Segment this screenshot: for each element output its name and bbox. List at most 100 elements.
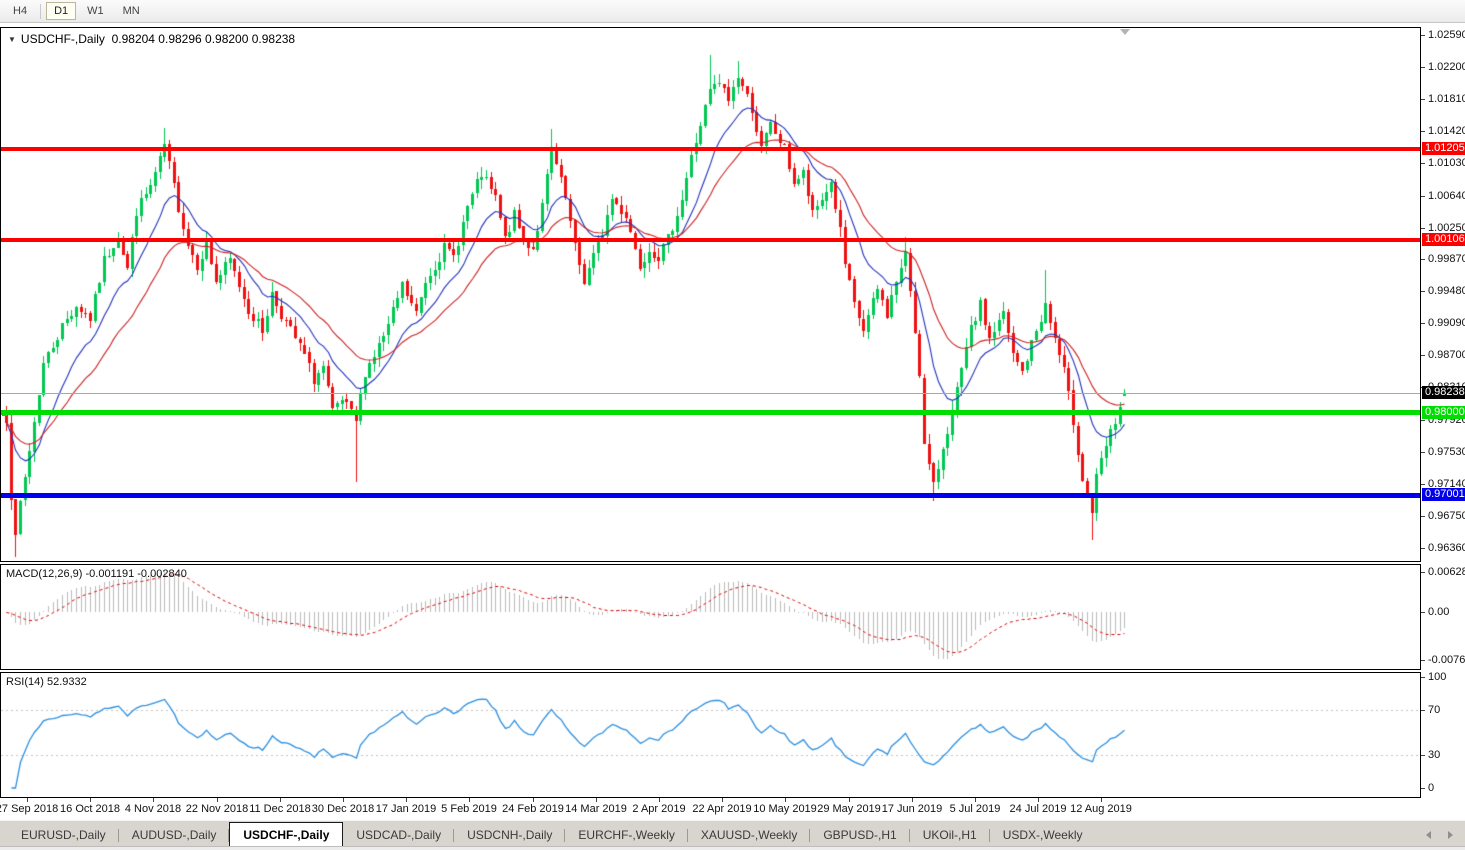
price-level-line[interactable]	[1, 410, 1420, 415]
date-axis-tick	[406, 798, 407, 802]
chart-shift-marker-icon[interactable]	[1120, 29, 1130, 35]
price-axis-tick	[1421, 355, 1425, 356]
chart-title-quote: 0.98204 0.98296 0.98200 0.98238	[111, 32, 296, 46]
price-axis-label: 0.97530	[1428, 446, 1465, 458]
macd-pane-frame	[0, 564, 1421, 670]
price-axis-label: 0.99480	[1428, 285, 1465, 297]
rsi-axis-label: 0	[1428, 782, 1435, 794]
chart-tab-usdcad-daily[interactable]: USDCAD-,Daily	[343, 825, 454, 846]
chart-tab-ukoil-h1[interactable]: UKOil-,H1	[910, 825, 990, 846]
macd-axis-label: -0.00762	[1428, 654, 1465, 666]
date-axis-tick	[975, 798, 976, 802]
rsi-indicator-canvas[interactable]	[1, 673, 1420, 797]
price-axis-tick	[1421, 420, 1425, 421]
macd-indicator-canvas[interactable]	[1, 565, 1420, 669]
chart-tab-eurchf-weekly[interactable]: EURCHF-,Weekly	[565, 825, 689, 846]
date-axis-tick	[469, 798, 470, 802]
price-level-line[interactable]	[1, 493, 1420, 498]
macd-axis-tick	[1421, 572, 1425, 573]
price-axis-label: 1.01810	[1428, 93, 1465, 105]
price-axis-label: 0.96360	[1428, 542, 1465, 554]
rsi-label-name: RSI(14)	[6, 676, 44, 688]
price-axis-tick	[1421, 163, 1425, 164]
price-axis-value-label: 0.97001	[1422, 488, 1465, 501]
price-axis-tick	[1421, 452, 1425, 453]
timeframe-toolbar: H4 D1 W1 MN	[0, 0, 1465, 23]
date-axis-label: 24 Feb 2019	[502, 803, 564, 815]
date-axis-tick	[1101, 798, 1102, 802]
chart-tab-gbpusd-h1[interactable]: GBPUSD-,H1	[810, 825, 911, 846]
date-axis-label: 17 Jan 2019	[375, 803, 437, 815]
price-axis-label: 1.01420	[1428, 125, 1465, 137]
date-axis-tick	[343, 798, 344, 802]
chart-tab-audusd-daily[interactable]: AUDUSD-,Daily	[119, 825, 230, 846]
date-axis-label: 2 Apr 2019	[632, 803, 686, 815]
date-axis-tick	[1038, 798, 1039, 802]
price-level-line[interactable]	[1, 238, 1420, 242]
macd-axis-label: 0.00	[1428, 606, 1450, 618]
chart-tab-usdx-weekly[interactable]: USDX-,Weekly	[1002, 828, 1083, 842]
chart-tab-xauusd-weekly[interactable]: XAUUSD-,Weekly	[688, 825, 811, 846]
chart-title-symbol: USDCHF-,Daily	[20, 32, 105, 46]
date-axis-tick	[722, 798, 723, 802]
rsi-axis-tick	[1421, 755, 1425, 756]
macd-axis-tick	[1421, 612, 1425, 613]
price-axis-tick	[1421, 259, 1425, 260]
price-axis-label: 0.99090	[1428, 317, 1465, 329]
chart-tab-usdchf-daily[interactable]: USDCHF-,Daily	[229, 822, 344, 846]
rsi-axis-tick	[1421, 788, 1425, 789]
date-axis-tick	[849, 798, 850, 802]
price-axis-label: 1.00640	[1428, 190, 1465, 202]
date-axis-tick	[153, 798, 154, 802]
tab-scroll-left-button[interactable]	[1420, 828, 1436, 841]
chart-tab-bar: EURUSD-,Daily AUDUSD-,Daily USDCHF-,Daily U…	[0, 820, 1465, 846]
price-axis-tick	[1421, 323, 1425, 324]
price-axis-label: 0.97140	[1428, 478, 1465, 490]
rsi-axis-label: 100	[1428, 671, 1447, 683]
date-axis-label: 4 Nov 2018	[124, 803, 182, 815]
chart-tab-usdcnh-daily[interactable]: USDCNH-,Daily	[454, 825, 566, 846]
price-level-line[interactable]	[1, 147, 1420, 151]
chart-menu-triangle-icon[interactable]: ▼	[8, 35, 16, 44]
price-axis-label: 0.98700	[1428, 349, 1465, 361]
date-axis-label: 24 Jul 2019	[1009, 803, 1067, 815]
price-axis-value-label: 0.98238	[1422, 386, 1465, 399]
rsi-axis-label: 70	[1428, 704, 1441, 716]
macd-label-values: -0.001191 -0.002840	[85, 568, 187, 580]
rsi-axis-tick	[1421, 710, 1425, 711]
price-axis-tick	[1421, 228, 1425, 229]
line-selection-handle[interactable]	[2, 411, 7, 416]
date-axis-tick	[217, 798, 218, 802]
timeframe-button-w1[interactable]: W1	[87, 5, 104, 17]
timeframe-button-mn[interactable]: MN	[122, 5, 140, 17]
timeframe-button-h4[interactable]: H4	[13, 5, 28, 17]
date-axis-label: 16 Oct 2018	[60, 803, 120, 815]
date-axis-tick	[912, 798, 913, 802]
right-arrow-icon	[1447, 830, 1453, 839]
chart-tab-eurusd-daily[interactable]: EURUSD-,Daily	[8, 825, 119, 846]
price-axis-label: 0.96750	[1428, 510, 1465, 522]
tab-scroll-right-button[interactable]	[1442, 828, 1458, 841]
date-axis-label: 5 Jul 2019	[949, 803, 1001, 815]
chart-client-area	[0, 23, 1465, 820]
price-axis-value-label: 1.00106	[1422, 233, 1465, 246]
timeframe-button-d1[interactable]: D1	[46, 2, 77, 20]
price-axis-value-label: 0.98000	[1422, 406, 1465, 419]
rsi-axis-tick	[1421, 677, 1425, 678]
price-axis-tick	[1421, 548, 1425, 549]
date-axis-tick	[90, 798, 91, 802]
date-axis-label: 30 Dec 2018	[311, 803, 375, 815]
status-strip	[0, 846, 1465, 850]
price-chart-canvas[interactable]	[1, 28, 1420, 561]
date-axis-label: 17 Jun 2019	[881, 803, 943, 815]
price-axis-tick	[1421, 131, 1425, 132]
current-price-line	[1, 393, 1420, 394]
date-axis-tick	[27, 798, 28, 802]
toolbar-separator	[40, 3, 42, 19]
date-axis-label: 14 Mar 2019	[565, 803, 627, 815]
date-axis-tick	[785, 798, 786, 802]
price-axis-label: 1.00250	[1428, 222, 1465, 234]
date-axis-label: 27 Sep 2018	[0, 803, 59, 815]
macd-label-name: MACD(12,26,9)	[6, 568, 83, 580]
